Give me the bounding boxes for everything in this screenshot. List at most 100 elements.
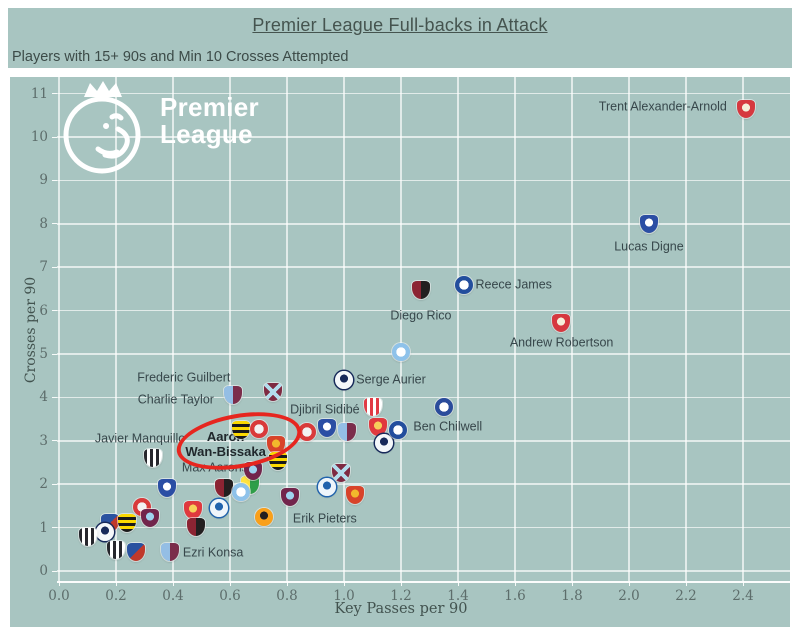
- x-tick-mark: [685, 581, 687, 586]
- y-gridline: [57, 136, 790, 138]
- x-tick-label: 1.4: [447, 588, 469, 604]
- premier-league-watermark: Premier League: [56, 77, 259, 182]
- badge-astonvilla[interactable]: [337, 423, 356, 442]
- y-gridline: [57, 440, 790, 442]
- y-tick-label: 9: [39, 172, 48, 189]
- badge-tottenham[interactable]: [374, 433, 393, 452]
- badge-mancity[interactable]: [232, 483, 251, 501]
- x-gridline: [286, 77, 288, 581]
- x-tick-label: 0.0: [48, 588, 70, 604]
- y-tick-mark: [52, 179, 57, 181]
- x-gridline: [343, 77, 345, 581]
- badge-liverpool[interactable]: [736, 99, 755, 118]
- x-gridline: [457, 77, 459, 581]
- x-gridline: [400, 77, 402, 581]
- player-label-reece-james: Reece James: [475, 277, 552, 292]
- x-tick-mark: [229, 581, 231, 586]
- badge-tottenham[interactable]: [95, 522, 114, 541]
- y-tick-label: 4: [39, 389, 48, 406]
- x-tick-mark: [742, 581, 744, 586]
- badge-astonvilla[interactable]: [161, 542, 180, 561]
- x-tick-label: 1.8: [561, 588, 583, 604]
- badge-watford[interactable]: [269, 452, 288, 471]
- badge-everton[interactable]: [158, 479, 177, 498]
- badge-bournemouth[interactable]: [215, 479, 234, 498]
- y-tick-label: 2: [39, 476, 48, 493]
- badge-brighton[interactable]: [317, 477, 336, 496]
- x-tick-label: 2.2: [675, 588, 697, 604]
- player-label-max-aarons: Max Aarons: [181, 460, 248, 475]
- badge-newcastle[interactable]: [107, 541, 125, 560]
- x-gridline: [58, 77, 60, 581]
- badge-wolves[interactable]: [255, 508, 274, 527]
- badge-southampton[interactable]: [363, 397, 382, 416]
- y-tick-label: 11: [30, 85, 48, 102]
- player-label-erik-pieters: Erik Pieters: [292, 511, 357, 526]
- x-tick-label: 1.0: [333, 588, 355, 604]
- badge-everton[interactable]: [317, 419, 336, 438]
- x-tick-mark: [400, 581, 402, 586]
- badge-astonvilla[interactable]: [223, 386, 242, 405]
- badge-burnley[interactable]: [243, 462, 262, 481]
- y-gridline: [57, 179, 790, 182]
- x-gridline: [115, 77, 117, 581]
- badge-watford[interactable]: [118, 513, 137, 532]
- y-gridline: [57, 92, 790, 95]
- chart-subtitle: Players with 15+ 90s and Min 10 Crosses …: [12, 49, 349, 65]
- y-tick-mark: [52, 93, 57, 95]
- player-label-frederic-guilbert: Frederic Guilbert: [137, 370, 231, 385]
- badge-burnley[interactable]: [141, 509, 160, 528]
- y-tick-mark: [52, 483, 57, 485]
- badge-bournemouth[interactable]: [411, 281, 430, 300]
- badge-newcastle[interactable]: [144, 449, 163, 468]
- badge-burnley[interactable]: [280, 487, 299, 506]
- y-gridline: [57, 353, 790, 355]
- x-tick-mark: [571, 581, 573, 586]
- badge-palace[interactable]: [126, 542, 145, 561]
- x-gridline: [628, 77, 630, 581]
- badge-tottenham[interactable]: [335, 371, 353, 390]
- y-tick-mark: [52, 527, 57, 529]
- player-label-diego-rico: Diego Rico: [390, 308, 452, 323]
- badge-westham[interactable]: [332, 463, 351, 482]
- x-gridline: [172, 77, 174, 581]
- badge-leicester[interactable]: [434, 397, 453, 416]
- badge-arsenal[interactable]: [369, 417, 388, 436]
- x-gridline: [514, 77, 516, 581]
- x-gridline: [571, 77, 573, 581]
- y-tick-mark: [52, 310, 57, 312]
- badge-arsenal[interactable]: [183, 500, 202, 519]
- x-tick-label: 0.2: [105, 588, 127, 604]
- badge-watford[interactable]: [232, 420, 251, 439]
- y-tick-label: 8: [39, 215, 48, 232]
- y-tick-label: 5: [39, 346, 48, 362]
- y-gridline: [57, 570, 790, 572]
- badge-chelsea[interactable]: [454, 275, 473, 294]
- x-tick-label: 2.4: [732, 588, 754, 604]
- y-gridline: [57, 223, 790, 225]
- y-tick-mark: [52, 136, 57, 138]
- x-tick-label: 1.2: [390, 588, 412, 604]
- y-tick-label: 10: [30, 129, 48, 145]
- badge-chelsea[interactable]: [389, 420, 408, 439]
- badge-sheffield[interactable]: [297, 423, 316, 442]
- badge-sheffield[interactable]: [249, 420, 268, 439]
- x-axis-line: [57, 581, 790, 583]
- badge-manutd[interactable]: [266, 436, 285, 455]
- badge-westham[interactable]: [263, 383, 282, 402]
- y-gridline: [57, 396, 790, 399]
- badge-manutd[interactable]: [346, 486, 365, 505]
- player-label-andrew-robertson: Andrew Robertson: [509, 335, 614, 350]
- badge-bournemouth[interactable]: [186, 518, 205, 537]
- x-tick-label: 1.6: [504, 588, 526, 604]
- badge-liverpool[interactable]: [551, 313, 570, 332]
- badge-mancity[interactable]: [392, 342, 410, 361]
- player-label-javier-manquillo: Javier Manquillo: [94, 431, 186, 446]
- badge-brighton[interactable]: [209, 499, 228, 518]
- badge-everton[interactable]: [639, 214, 658, 233]
- badge-newcastle[interactable]: [78, 528, 97, 547]
- x-tick-mark: [628, 581, 630, 586]
- y-tick-label: 7: [39, 259, 48, 276]
- x-tick-mark: [115, 581, 117, 586]
